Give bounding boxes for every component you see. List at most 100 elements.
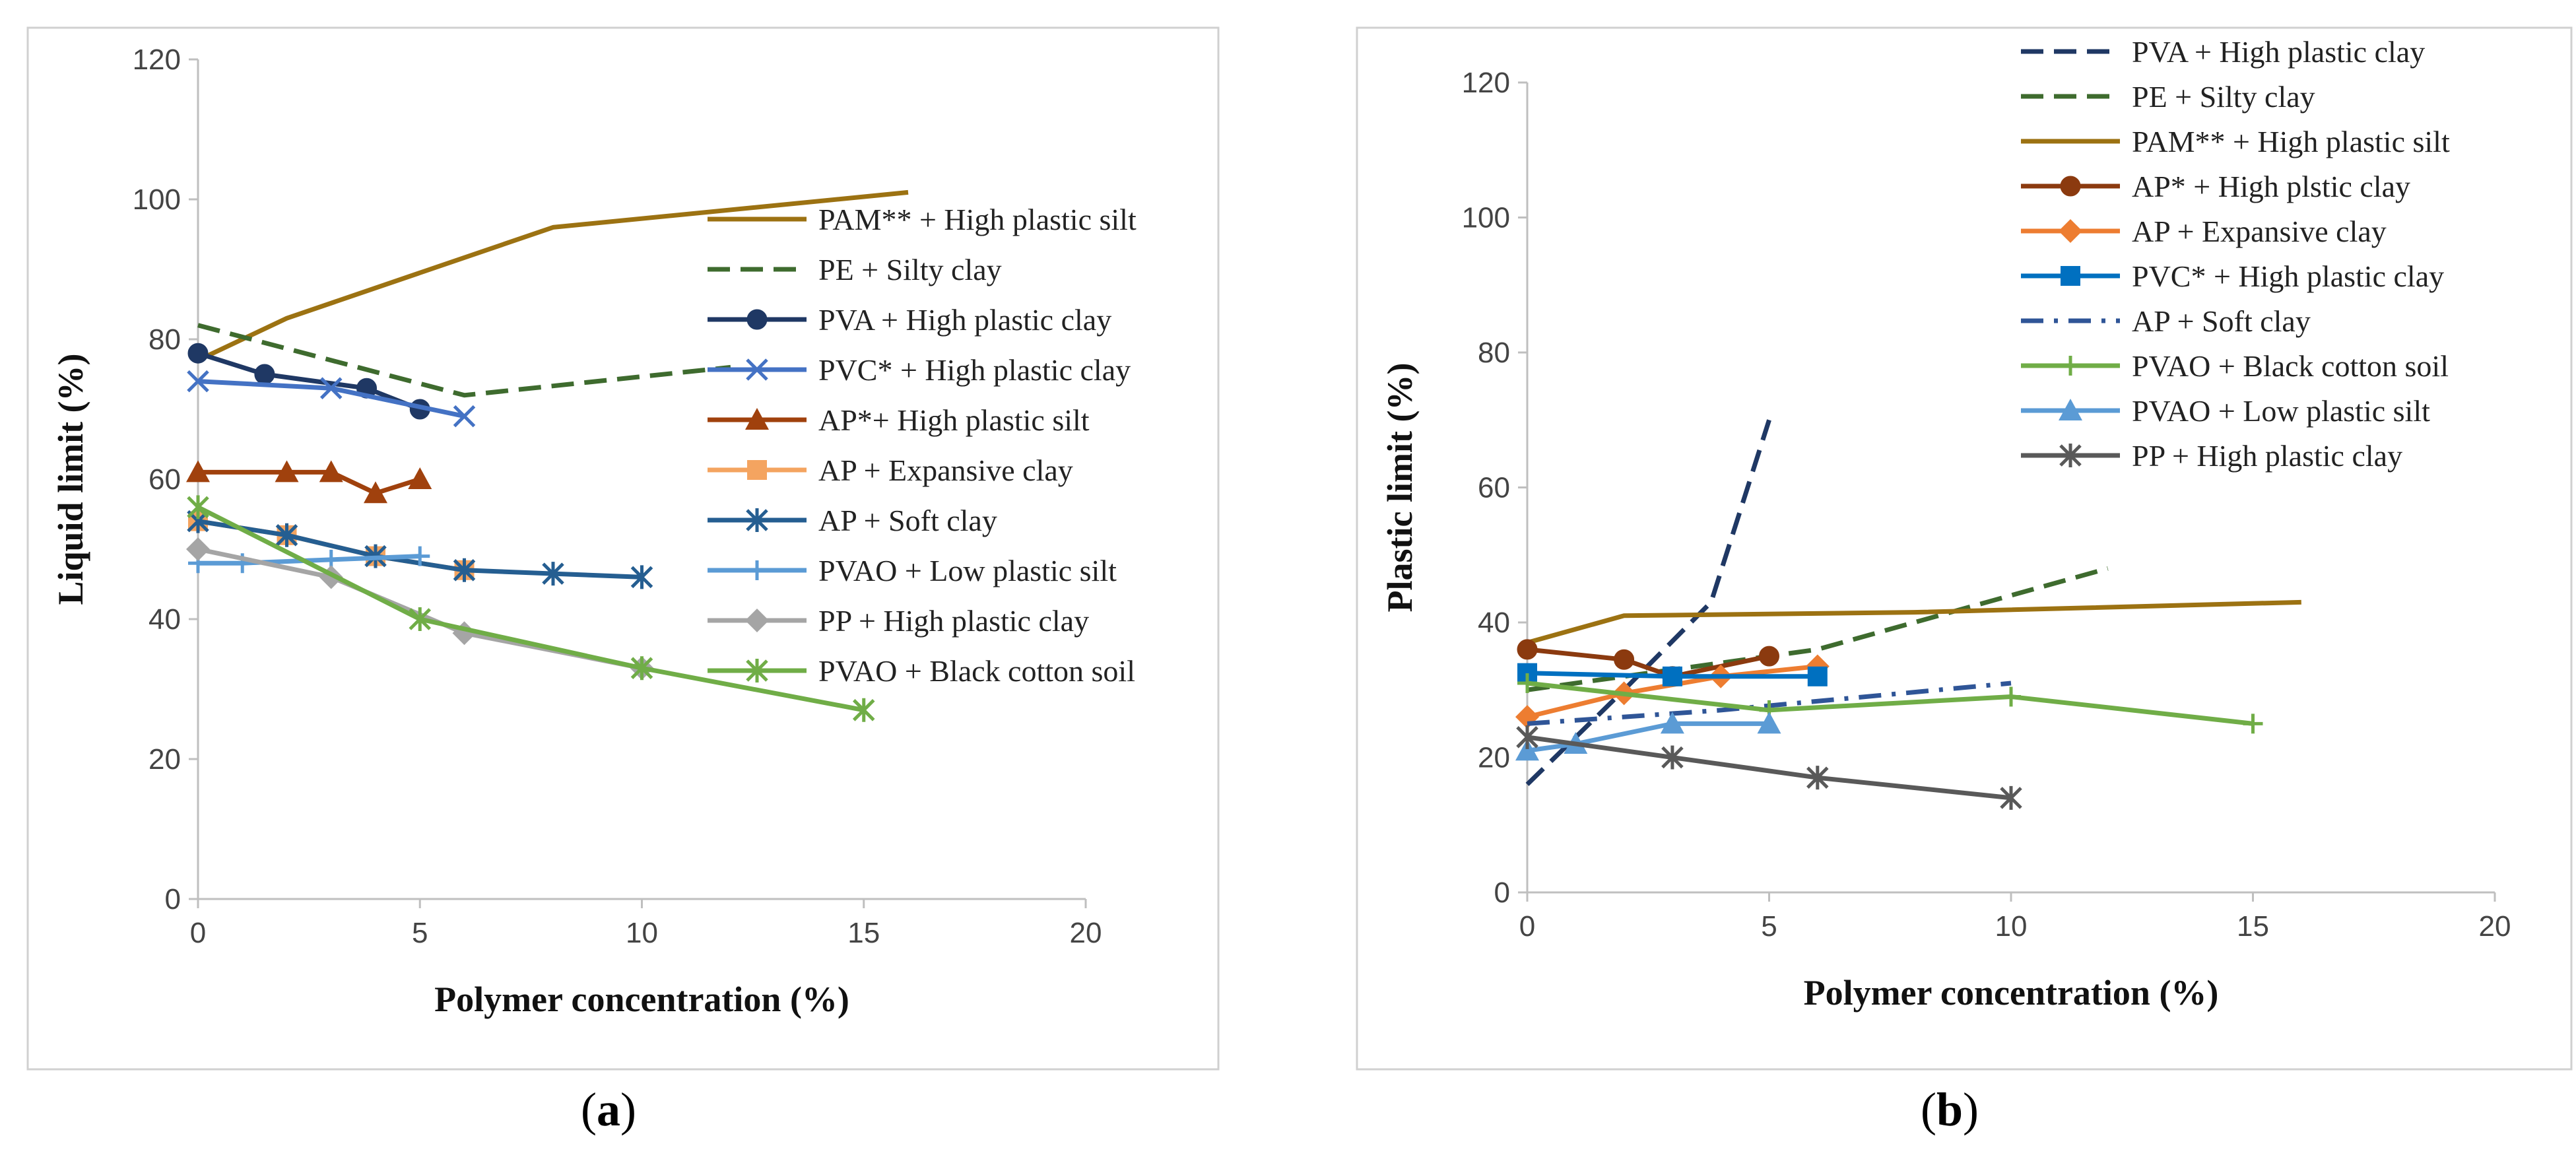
legend-marker xyxy=(2059,399,2082,420)
data-point xyxy=(1759,646,1779,667)
legend-label: AP* + High plstic clay xyxy=(2132,170,2410,203)
series-3 xyxy=(187,343,430,420)
series-line xyxy=(1527,735,2012,801)
data-point xyxy=(410,546,430,566)
y-tick-label: 100 xyxy=(133,183,181,216)
y-tick-label: 120 xyxy=(1462,67,1510,99)
data-point xyxy=(319,377,343,399)
data-point xyxy=(364,481,387,504)
data-point xyxy=(1806,766,1829,790)
legend-marker xyxy=(746,508,768,532)
legend: PAM** + High plastic silt PE + Silty clay… xyxy=(708,203,1137,688)
data-point xyxy=(1517,639,1538,660)
legend-marker xyxy=(2059,219,2082,243)
legend-item: PVC* + High plastic clay xyxy=(708,353,1131,387)
y-axis-title: Liquid limit (%) xyxy=(51,353,90,605)
series-7 xyxy=(1527,681,2012,726)
data-point xyxy=(1515,739,1539,761)
legend-marker xyxy=(747,560,767,580)
data-point xyxy=(1757,712,1781,734)
plastic-limit-chart: 0 20 40 60 80 100 120 0 5 10 15 20 Polymer concentra… xyxy=(1356,26,2573,1071)
data-point xyxy=(409,607,432,631)
legend-marker xyxy=(745,408,769,430)
x-tick-label: 15 xyxy=(847,917,880,949)
legend-marker xyxy=(746,309,768,330)
legend-item: PVAO + Low plastic silt xyxy=(2021,394,2430,428)
data-point xyxy=(275,523,298,547)
y-tick-label: 100 xyxy=(1462,202,1510,234)
chart-panel-a: 0 20 40 60 80 100 120 0 5 10 15 20 Polymer concentra… xyxy=(0,0,1224,1165)
data-point xyxy=(275,460,299,483)
legend-label: AP + Expansive clay xyxy=(818,453,1073,487)
x-tick-label: 15 xyxy=(2237,910,2269,943)
series-line xyxy=(197,350,421,412)
legend-marker xyxy=(746,659,768,682)
series-line xyxy=(197,323,731,398)
legend-item: AP + Expansive clay xyxy=(708,453,1073,487)
data-point xyxy=(186,460,210,483)
chart-frame xyxy=(26,26,1220,1071)
axes: 0 20 40 60 80 100 120 0 5 10 15 20 xyxy=(133,44,1102,949)
legend-item: AP + Expansive clay xyxy=(2021,215,2387,248)
legend-label: PVAO + Low plastic silt xyxy=(2132,394,2430,428)
legend-item: PP + High plastic clay xyxy=(2021,439,2402,473)
y-tick-label: 60 xyxy=(149,463,181,496)
x-tick-label: 10 xyxy=(626,917,658,949)
legend-marker xyxy=(2060,176,2081,197)
y-tick-label: 60 xyxy=(1478,472,1510,504)
y-tick-label: 80 xyxy=(1478,337,1510,369)
x-axis-title: Polymer concentration (%) xyxy=(434,980,849,1019)
y-tick-label: 120 xyxy=(133,44,181,76)
y-tick-label: 40 xyxy=(149,603,181,636)
series-5 xyxy=(186,460,432,504)
caption-b-letter: b xyxy=(1936,1083,1964,1136)
y-tick-label: 80 xyxy=(149,323,181,356)
data-point xyxy=(453,405,476,428)
legend-label: PVA + High plastic clay xyxy=(818,303,1111,337)
legend-label: PP + High plastic clay xyxy=(2132,439,2402,473)
legend-item: PVAO + Black cotton soil xyxy=(708,654,1135,688)
x-tick-label: 5 xyxy=(1761,910,1777,943)
legend-label: PP + High plastic clay xyxy=(818,604,1089,638)
data-point xyxy=(630,656,653,681)
series-line xyxy=(197,505,865,713)
data-point xyxy=(2243,714,2263,734)
series-10 xyxy=(187,495,875,722)
legend-marker xyxy=(745,609,769,632)
series-group xyxy=(1515,419,2301,810)
legend-item: PE + Silty clay xyxy=(708,253,1002,286)
series-line xyxy=(1527,721,1769,753)
series-line xyxy=(1527,681,2012,726)
data-point xyxy=(1516,725,1538,749)
series-8 xyxy=(1517,673,2263,734)
x-tick-label: 0 xyxy=(1519,910,1535,943)
legend-marker xyxy=(2061,266,2080,286)
y-tick-label: 0 xyxy=(1494,877,1510,909)
series-group xyxy=(186,189,909,722)
legend-item: AP + Soft clay xyxy=(2021,304,2311,338)
series-10 xyxy=(1516,725,2022,810)
caption-a: (a) xyxy=(581,1083,636,1136)
data-point xyxy=(1517,673,1537,694)
legend-item: PVA + High plastic clay xyxy=(2021,35,2425,69)
legend-item: PAM** + High plastic silt xyxy=(2021,125,2450,158)
x-tick-label: 5 xyxy=(412,917,428,949)
series-3 xyxy=(1527,599,2301,646)
y-axis-title: Plastic limit (%) xyxy=(1380,363,1420,613)
liquid-limit-chart: 0 20 40 60 80 100 120 0 5 10 15 20 Polymer concentra… xyxy=(26,26,1220,1071)
x-axis-title: Polymer concentration (%) xyxy=(1804,973,2219,1013)
data-point xyxy=(187,495,209,519)
legend-marker xyxy=(747,460,767,480)
legend-label: PVAO + Black cotton soil xyxy=(2132,349,2449,383)
legend-item: AP*+ High plastic silt xyxy=(708,403,1090,437)
legend-item: AP* + High plstic clay xyxy=(2021,170,2410,203)
legend-item: PVAO + Black cotton soil xyxy=(2021,349,2449,383)
data-point xyxy=(186,537,210,561)
legend-label: PVA + High plastic clay xyxy=(2132,35,2425,69)
legend-item: PE + Silty clay xyxy=(2021,80,2315,114)
y-tick-label: 40 xyxy=(1478,607,1510,639)
data-point xyxy=(630,565,653,589)
legend-marker xyxy=(746,358,768,381)
legend-item: PVAO + Low plastic silt xyxy=(708,554,1117,587)
legend-item: PP + High plastic clay xyxy=(708,604,1089,638)
